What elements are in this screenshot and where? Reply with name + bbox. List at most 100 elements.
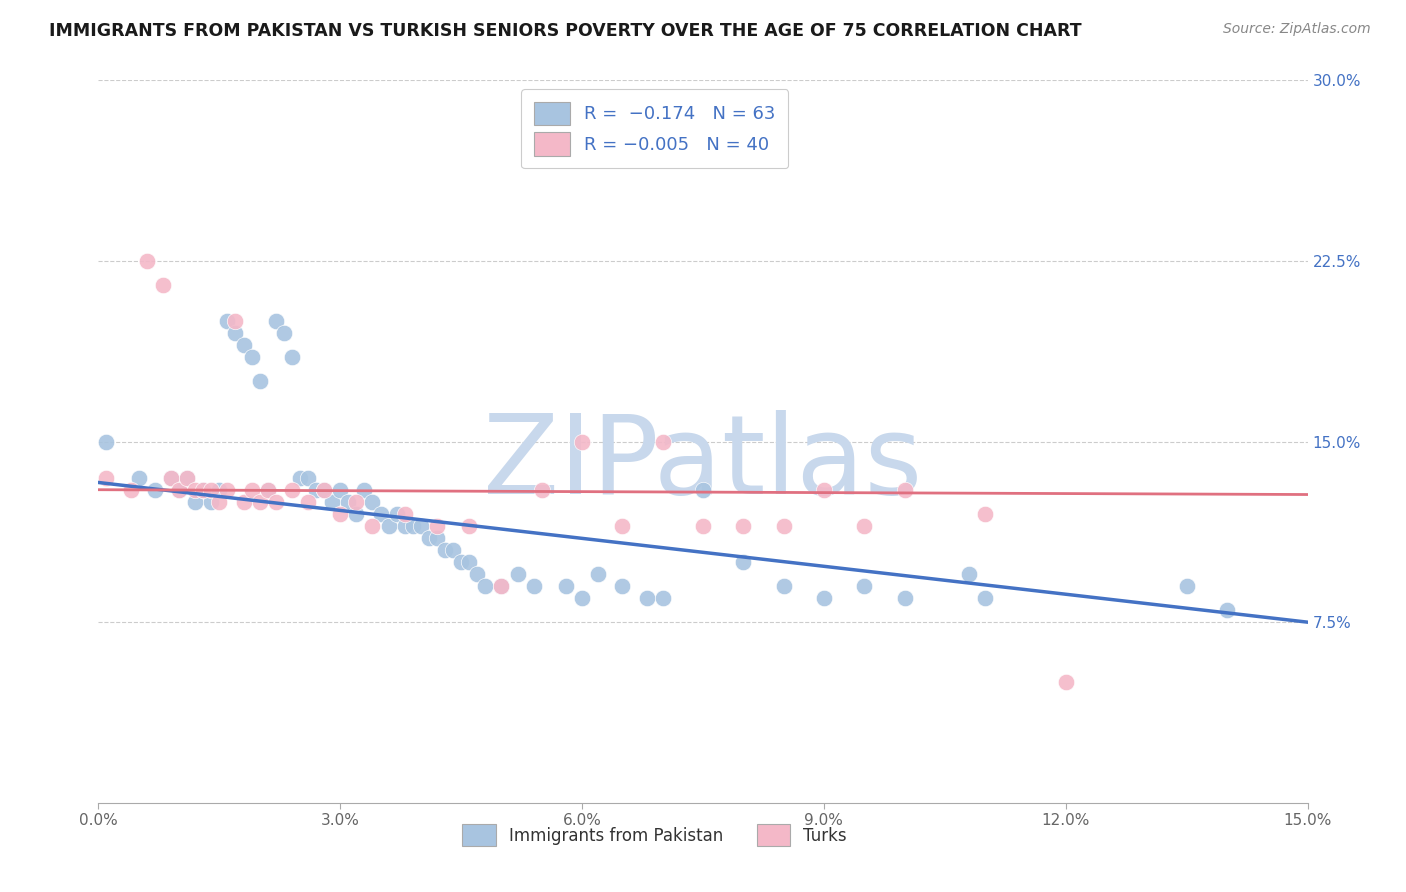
Point bbox=[957, 567, 980, 582]
Point bbox=[160, 470, 183, 484]
Point bbox=[96, 434, 118, 449]
Point bbox=[523, 579, 546, 593]
Point bbox=[273, 326, 295, 340]
Text: Source: ZipAtlas.com: Source: ZipAtlas.com bbox=[1223, 22, 1371, 37]
Point bbox=[135, 253, 157, 268]
Point bbox=[394, 518, 416, 533]
Point bbox=[208, 494, 231, 508]
Point bbox=[733, 555, 755, 569]
Point bbox=[176, 470, 198, 484]
Point bbox=[434, 542, 457, 557]
Point bbox=[506, 567, 529, 582]
Point bbox=[394, 507, 416, 521]
Point bbox=[240, 350, 263, 364]
Point bbox=[361, 494, 384, 508]
Point bbox=[232, 338, 254, 352]
Point bbox=[571, 434, 593, 449]
Point bbox=[813, 483, 835, 497]
Point bbox=[344, 494, 367, 508]
Point bbox=[167, 483, 190, 497]
Point bbox=[321, 494, 343, 508]
Point bbox=[176, 470, 198, 484]
Point bbox=[329, 507, 352, 521]
Point bbox=[128, 470, 150, 484]
Point bbox=[1216, 603, 1239, 617]
Point bbox=[297, 470, 319, 484]
Point bbox=[193, 483, 215, 497]
Point bbox=[305, 483, 328, 497]
Point bbox=[160, 470, 183, 484]
Point bbox=[441, 542, 464, 557]
Point bbox=[297, 494, 319, 508]
Point bbox=[1175, 579, 1198, 593]
Point bbox=[651, 434, 673, 449]
Point bbox=[217, 483, 239, 497]
Point bbox=[256, 483, 278, 497]
Point bbox=[555, 579, 578, 593]
Point bbox=[974, 507, 997, 521]
Point bbox=[314, 483, 336, 497]
Legend: Immigrants from Pakistan, Turks: Immigrants from Pakistan, Turks bbox=[453, 814, 856, 856]
Point bbox=[193, 483, 215, 497]
Point bbox=[370, 507, 392, 521]
Point bbox=[184, 483, 207, 497]
Text: IMMIGRANTS FROM PAKISTAN VS TURKISH SENIORS POVERTY OVER THE AGE OF 75 CORRELATI: IMMIGRANTS FROM PAKISTAN VS TURKISH SENI… bbox=[49, 22, 1081, 40]
Point bbox=[385, 507, 408, 521]
Point bbox=[256, 483, 278, 497]
Point bbox=[530, 483, 553, 497]
Point bbox=[692, 518, 714, 533]
Point bbox=[458, 518, 481, 533]
Point bbox=[571, 591, 593, 605]
Point bbox=[200, 483, 222, 497]
Point bbox=[418, 531, 440, 545]
Point bbox=[612, 579, 634, 593]
Point bbox=[474, 579, 496, 593]
Point bbox=[772, 579, 794, 593]
Point bbox=[361, 518, 384, 533]
Point bbox=[224, 314, 246, 328]
Point bbox=[249, 374, 271, 388]
Point bbox=[184, 494, 207, 508]
Point bbox=[232, 494, 254, 508]
Point bbox=[353, 483, 375, 497]
Point bbox=[733, 518, 755, 533]
Point bbox=[612, 518, 634, 533]
Point bbox=[813, 591, 835, 605]
Point bbox=[143, 483, 166, 497]
Point bbox=[772, 518, 794, 533]
Point bbox=[152, 277, 174, 292]
Point bbox=[465, 567, 488, 582]
Point bbox=[281, 483, 304, 497]
Point bbox=[344, 507, 367, 521]
Point bbox=[224, 326, 246, 340]
Point bbox=[586, 567, 609, 582]
Point bbox=[240, 483, 263, 497]
Point bbox=[853, 518, 876, 533]
Point bbox=[217, 314, 239, 328]
Point bbox=[651, 591, 673, 605]
Point bbox=[893, 483, 915, 497]
Point bbox=[409, 518, 432, 533]
Point bbox=[337, 494, 360, 508]
Point bbox=[288, 470, 311, 484]
Point bbox=[426, 531, 449, 545]
Point bbox=[636, 591, 658, 605]
Point bbox=[450, 555, 472, 569]
Text: ZIPatlas: ZIPatlas bbox=[484, 409, 922, 516]
Point bbox=[974, 591, 997, 605]
Point bbox=[853, 579, 876, 593]
Point bbox=[1054, 675, 1077, 690]
Point bbox=[329, 483, 352, 497]
Point bbox=[120, 483, 142, 497]
Point bbox=[167, 483, 190, 497]
Point bbox=[96, 470, 118, 484]
Point bbox=[692, 483, 714, 497]
Point bbox=[402, 518, 425, 533]
Point bbox=[200, 494, 222, 508]
Point bbox=[264, 314, 287, 328]
Point bbox=[264, 494, 287, 508]
Point bbox=[208, 483, 231, 497]
Point bbox=[538, 133, 561, 147]
Point bbox=[893, 591, 915, 605]
Point bbox=[426, 518, 449, 533]
